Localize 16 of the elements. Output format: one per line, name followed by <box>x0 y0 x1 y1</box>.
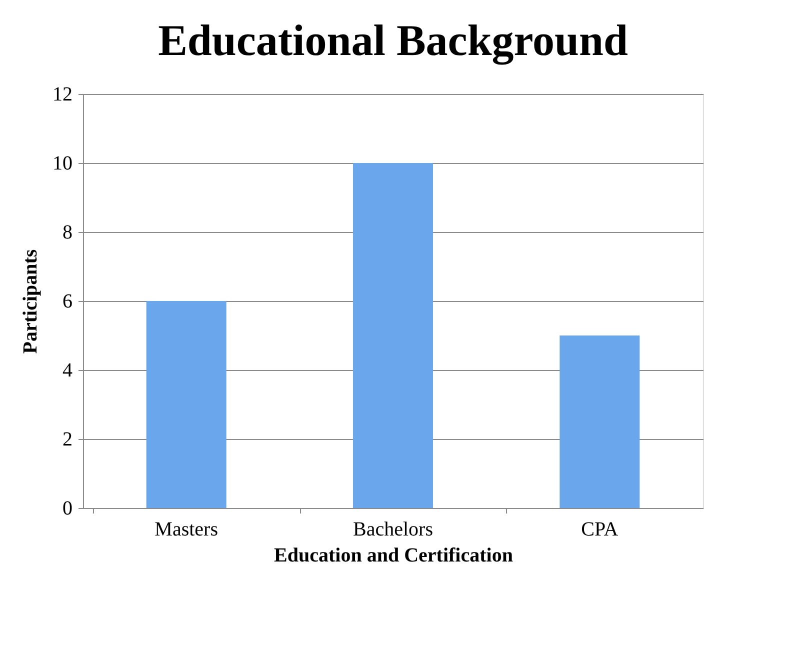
y-tick-label: 0 <box>62 498 72 520</box>
y-axis-title: Participants <box>20 249 42 354</box>
bar <box>560 336 640 508</box>
x-axis-title: Education and Certification <box>274 544 513 566</box>
bar <box>353 163 433 508</box>
x-tick-label: Bachelors <box>353 518 434 540</box>
chart-title: Educational Background <box>158 16 628 65</box>
x-tick-label: CPA <box>581 518 619 540</box>
y-tick-label: 6 <box>62 290 72 312</box>
y-tick-label: 8 <box>62 222 72 244</box>
x-tick-label: Masters <box>154 518 218 540</box>
y-tick-label: 4 <box>62 360 72 382</box>
y-tick-label: 10 <box>52 152 72 174</box>
y-tick-label: 2 <box>62 428 72 450</box>
y-tick-label: 12 <box>52 84 72 106</box>
bar <box>146 301 226 508</box>
